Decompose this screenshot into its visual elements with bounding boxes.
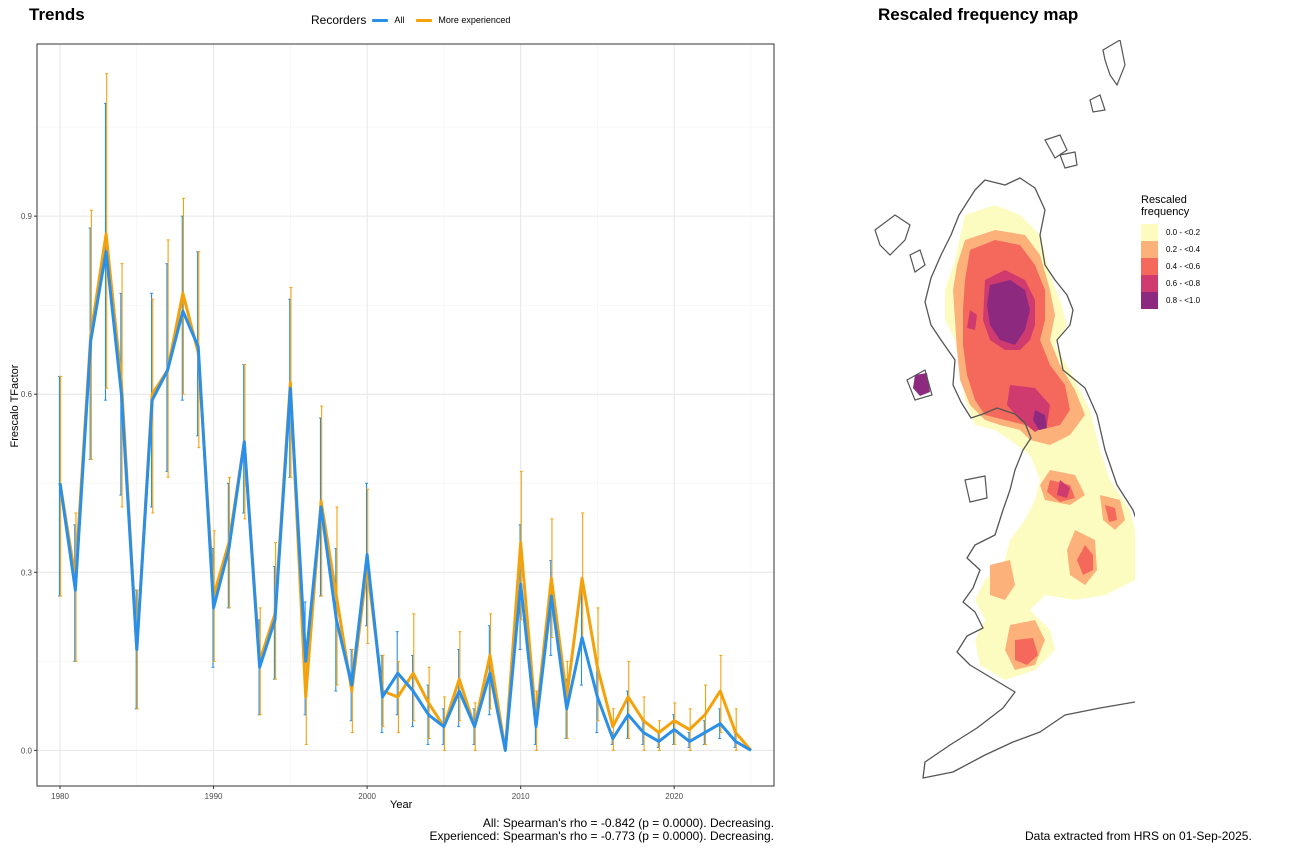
x-tick-label: 1980 [51, 792, 69, 801]
y-tick-label: 0.6 [21, 390, 33, 399]
data-source-footer: Data extracted from HRS on 01-Sep-2025. [1025, 829, 1252, 843]
legend-swatch-all [372, 18, 389, 22]
stats-all: All: Spearman's rho = -0.842 (p = 0.0000… [482, 816, 774, 830]
grid-layer [37, 44, 774, 786]
map-legend-swatch [1141, 275, 1158, 292]
y-axis-title: Frescalo TFactor [9, 364, 21, 448]
x-tick-label: 1990 [205, 792, 223, 801]
x-tick-label: 2020 [665, 792, 683, 801]
map-coastline [922, 177, 1135, 779]
stats-experienced: Experienced: Spearman's rho = -0.773 (p … [429, 829, 775, 843]
map-legend-row: 0.6 - <0.8 [1141, 275, 1211, 292]
x-tick-label: 2010 [512, 792, 530, 801]
map-legend-label: 0.4 - <0.6 [1166, 262, 1201, 271]
legend-swatch-experienced [416, 18, 433, 22]
map-legend-row: 0.4 - <0.6 [1141, 258, 1211, 275]
x-axis-title: Year [390, 799, 413, 811]
map-legend-title: Rescaled frequency [1141, 194, 1190, 218]
map-legend-row: 0.2 - <0.4 [1141, 241, 1211, 258]
map-legend-row: 0.8 - <1.0 [1141, 292, 1211, 309]
lines-layer [58, 232, 753, 752]
map-legend-label: 0.8 - <1.0 [1166, 296, 1201, 305]
trend-chart: 0.0 0.3 0.6 0.9 1980 1990 2000 2010 2020 [21, 43, 775, 801]
map-band-0.8-1.0 [913, 280, 1047, 430]
ticks-layer: 0.0 0.3 0.6 0.9 1980 1990 2000 2010 2020 [21, 212, 684, 801]
y-tick-label: 0.3 [21, 568, 33, 577]
map-title: Rescaled frequency map [878, 5, 1079, 24]
plot-panel-border [36, 43, 775, 787]
series-line-experienced [58, 232, 753, 752]
map-legend-swatch [1141, 224, 1158, 241]
rescaled-frequency-map [874, 40, 1135, 779]
x-tick-label: 2000 [358, 792, 376, 801]
legend-label-all: All [394, 15, 405, 25]
error-bars-layer [57, 73, 738, 751]
map-legend-swatch [1141, 258, 1158, 275]
legend-item-experienced: More experienced [416, 15, 510, 25]
legend-item-all: All [372, 15, 404, 25]
map-legend: Rescaled frequency 0.0 - <0.2 0.2 - <0.4… [1141, 194, 1211, 309]
legend-label-experienced: More experienced [438, 15, 511, 25]
map-legend-swatch [1141, 292, 1158, 309]
spearman-stats: All: Spearman's rho = -0.842 (p = 0.0000… [430, 817, 775, 843]
recorders-legend-title: Recorders [311, 13, 367, 27]
trends-title: Trends [29, 5, 85, 24]
map-legend-row: 0.0 - <0.2 [1141, 224, 1211, 241]
map-legend-label: 0.6 - <0.8 [1166, 279, 1201, 288]
series-line-all [58, 250, 752, 752]
y-tick-label: 0.0 [21, 746, 33, 755]
map-legend-swatch [1141, 241, 1158, 258]
recorders-legend: Recorders All More experienced [311, 13, 522, 27]
y-tick-label: 0.9 [21, 212, 33, 221]
map-legend-label: 0.0 - <0.2 [1166, 228, 1201, 237]
map-north-islands [874, 40, 1126, 503]
map-legend-label: 0.2 - <0.4 [1166, 245, 1201, 254]
